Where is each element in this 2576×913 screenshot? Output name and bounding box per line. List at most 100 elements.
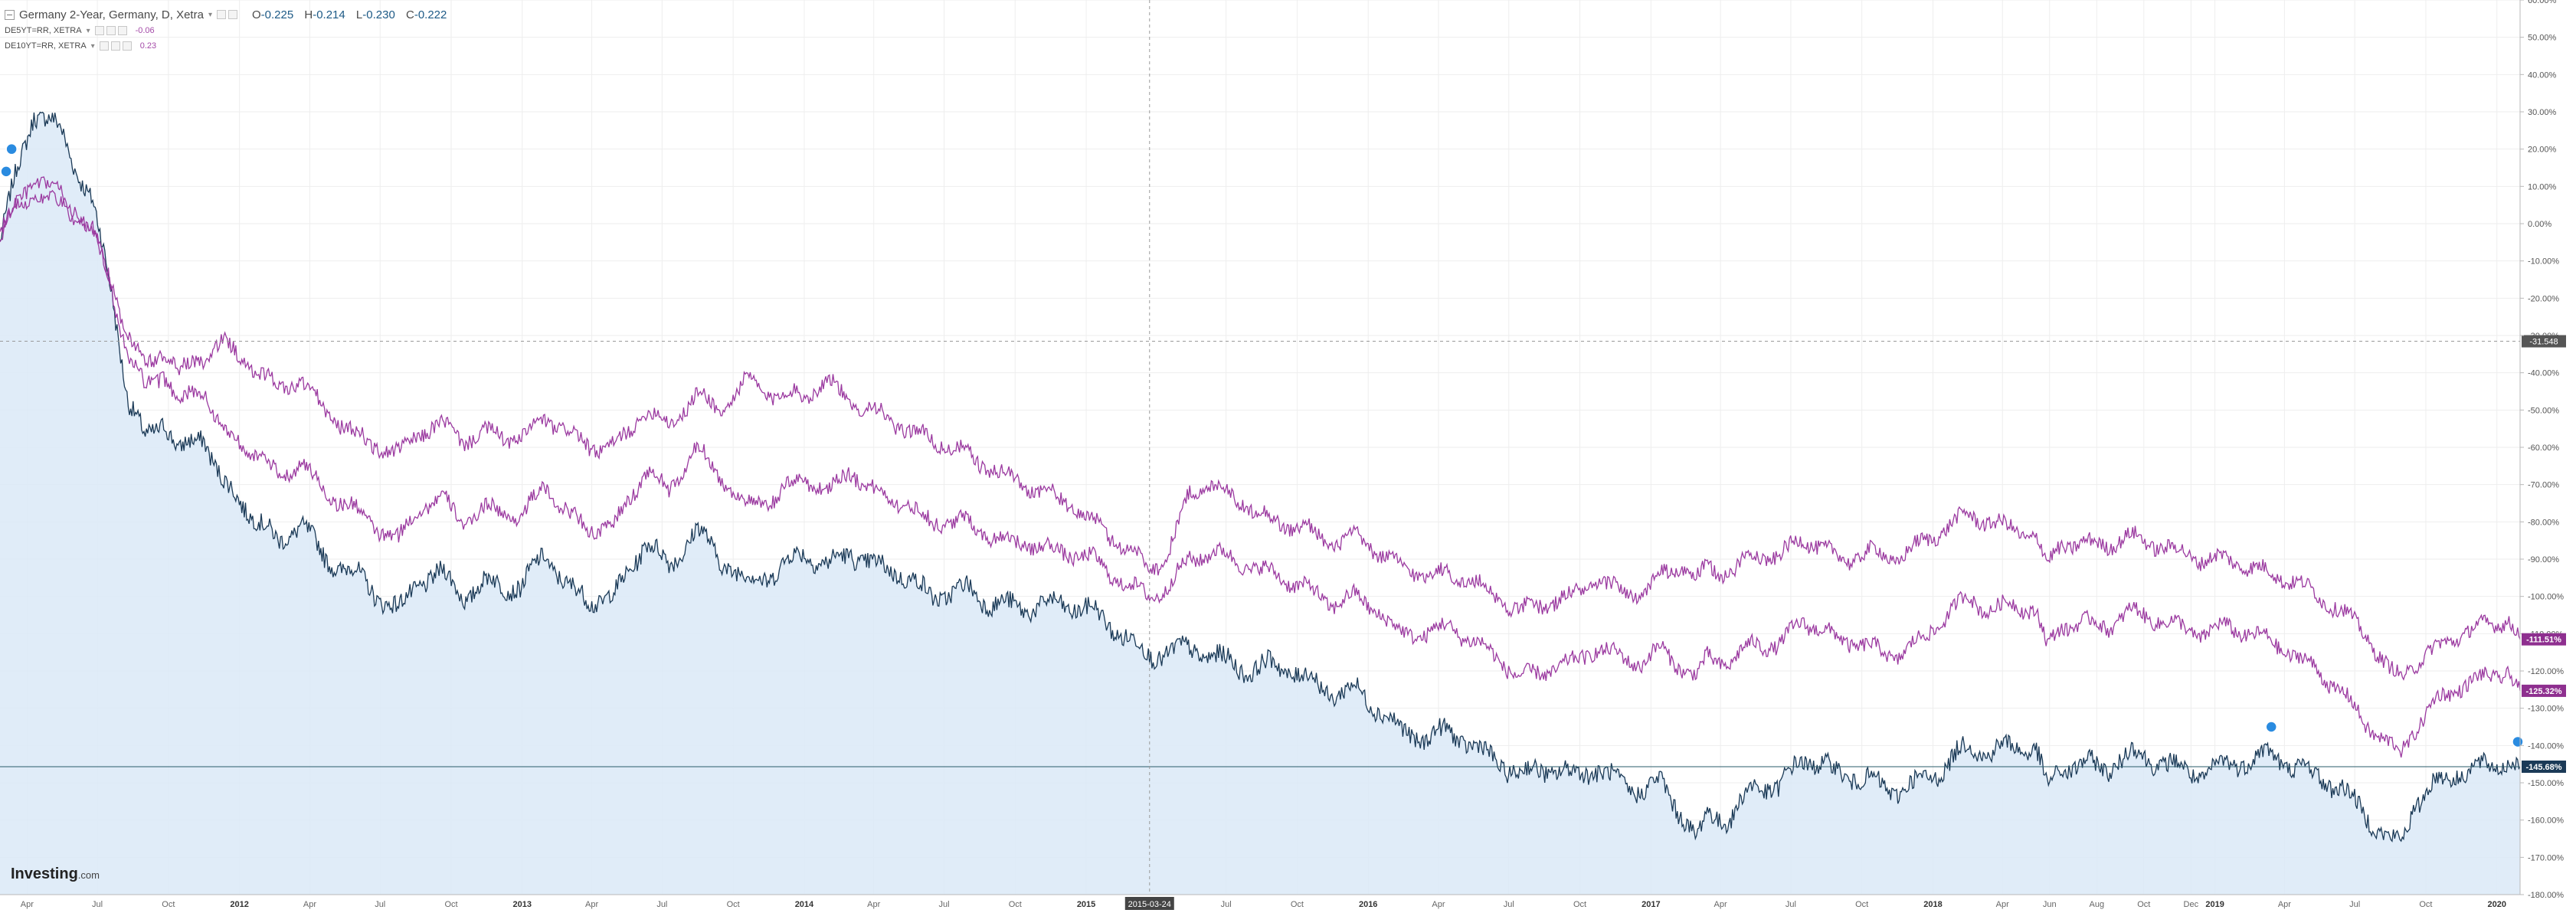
- crosshair-y-badge: [2522, 335, 2566, 348]
- legend-overlay-row[interactable]: DE10YT=RR, XETRA ▾ 0.23: [5, 38, 454, 54]
- settings-icon[interactable]: [227, 10, 237, 19]
- x-tick-label: 2018: [1923, 900, 1942, 909]
- y-tick-label: -40.00%: [2528, 369, 2559, 378]
- ohlc-values: O-0.225 H-0.214 L-0.230 C-0.222: [252, 8, 454, 21]
- series-line: [0, 189, 2521, 681]
- series-layer: [0, 111, 2521, 895]
- ohlc-high: -0.214: [313, 8, 345, 21]
- chevron-down-icon[interactable]: ▾: [90, 41, 95, 51]
- legend-overlay-row[interactable]: DE5YT=RR, XETRA ▾ -0.06: [5, 23, 454, 38]
- y-tick-label: -70.00%: [2528, 481, 2559, 490]
- x-tick-label: 2016: [1359, 900, 1377, 909]
- ohlc-high-label: H: [304, 8, 313, 21]
- last-value-label: -111.51%: [2526, 636, 2561, 645]
- settings-icon[interactable]: [110, 41, 120, 51]
- x-tick-label: Oct: [2137, 900, 2150, 909]
- y-tick-label: -140.00%: [2528, 741, 2564, 751]
- x-tick-label: 2012: [230, 900, 248, 909]
- x-tick-label: Jul: [1221, 900, 1232, 909]
- y-tick-label: -90.00%: [2528, 555, 2559, 564]
- y-tick-label: -170.00%: [2528, 853, 2564, 862]
- x-tick-label: Jul: [656, 900, 667, 909]
- x-tick-label: Jul: [375, 900, 385, 909]
- x-tick-label: Jul: [1786, 900, 1796, 909]
- close-icon[interactable]: [122, 41, 132, 51]
- y-tick-label: 10.00%: [2528, 182, 2557, 191]
- y-tick-label: -100.00%: [2528, 593, 2564, 602]
- ohlc-open: -0.225: [260, 8, 294, 21]
- x-tick-label: Oct: [1009, 900, 1022, 909]
- x-tick-label: 2020: [2488, 900, 2506, 909]
- x-tick-label: Oct: [727, 900, 740, 909]
- overlay-name: DE10YT=RR, XETRA: [5, 41, 87, 51]
- last-value-badge: [2522, 760, 2566, 773]
- chart-legend: Germany 2-Year, Germany, D, Xetra ▾ O-0.…: [5, 6, 454, 54]
- x-tick-label: Apr: [1714, 900, 1727, 909]
- x-tick-label: 2015: [1077, 900, 1095, 909]
- crosshair-y-label: -31.548: [2529, 338, 2558, 347]
- x-tick-label: Apr: [21, 900, 34, 909]
- y-tick-label: -20.00%: [2528, 294, 2559, 303]
- y-tick-label: 30.00%: [2528, 108, 2557, 117]
- chevron-down-icon[interactable]: ▾: [208, 10, 212, 19]
- last-value-label: -145.68%: [2525, 763, 2561, 772]
- last-value-badge: [2522, 633, 2566, 646]
- x-axis[interactable]: Apr Jul Oct 2012 Apr Jul Oct 2013 Apr Jul Oct 2014 A…: [0, 894, 2520, 909]
- ohlc-low-label: L: [355, 8, 363, 21]
- x-tick-label: Aug: [2090, 900, 2105, 909]
- y-tick-label: 60.00%: [2528, 0, 2557, 5]
- event-marker-icon: [2265, 721, 2277, 733]
- last-value-badge: [2522, 684, 2566, 697]
- y-axis[interactable]: 60.00% 50.00% 40.00% 30.00% 20.00% 10.00% 0.00…: [2519, 0, 2564, 900]
- y-tick-label: -50.00%: [2528, 406, 2559, 415]
- visibility-toggle-icon[interactable]: [99, 41, 109, 51]
- ohlc-low: -0.230: [362, 8, 395, 21]
- x-tick-label: Apr: [585, 900, 598, 909]
- x-tick-label: Jul: [2349, 900, 2360, 909]
- y-tick-label: -180.00%: [2528, 891, 2564, 900]
- x-tick-label: Apr: [1432, 900, 1445, 909]
- crosshair-x-label: 2015-03-24: [1128, 900, 1171, 909]
- x-tick-label: Oct: [162, 900, 175, 909]
- logo-brand: Investing: [11, 866, 78, 882]
- collapse-legend-icon[interactable]: [5, 9, 15, 20]
- x-tick-label: Oct: [1291, 900, 1304, 909]
- ohlc-close-label: C: [405, 8, 414, 21]
- x-tick-label: 2013: [513, 900, 532, 909]
- visibility-toggle-icon[interactable]: [94, 26, 104, 35]
- x-tick-label: Jul: [92, 900, 103, 909]
- y-tick-label: -60.00%: [2528, 443, 2559, 453]
- x-tick-label: Oct: [444, 900, 457, 909]
- y-tick-label: -160.00%: [2528, 816, 2564, 826]
- x-tick-label: Jul: [938, 900, 949, 909]
- settings-icon[interactable]: [106, 26, 116, 35]
- overlay-value: -0.06: [135, 26, 155, 35]
- x-tick-label: 2014: [795, 900, 814, 909]
- close-icon[interactable]: [117, 26, 127, 35]
- event-marker-icon: [5, 142, 18, 155]
- last-value-label: -125.32%: [2525, 687, 2561, 696]
- x-tick-label: Oct: [2419, 900, 2432, 909]
- visibility-toggle-icon[interactable]: [216, 10, 226, 19]
- series-line: [0, 111, 2521, 843]
- overlay-name: DE5YT=RR, XETRA: [5, 26, 82, 35]
- last-value-labels: -145.68% -125.32% -111.51%: [2522, 633, 2566, 773]
- legend-main-row[interactable]: Germany 2-Year, Germany, D, Xetra ▾ O-0.…: [5, 6, 454, 23]
- overlay-value: 0.23: [139, 41, 157, 51]
- chevron-down-icon[interactable]: ▾: [86, 26, 90, 35]
- y-tick-label: 40.00%: [2528, 70, 2557, 80]
- x-tick-label: Apr: [1996, 900, 2009, 909]
- y-tick-label: -130.00%: [2528, 705, 2564, 714]
- y-tick-label: -120.00%: [2528, 667, 2564, 676]
- x-tick-label: 2019: [2205, 900, 2224, 909]
- ohlc-open-label: O: [251, 8, 261, 21]
- logo-suffix: .com: [77, 869, 100, 881]
- x-tick-label: Apr: [2278, 900, 2291, 909]
- x-tick-label: Apr: [867, 900, 880, 909]
- y-tick-label: -80.00%: [2528, 518, 2559, 527]
- investing-logo[interactable]: Investing.com: [11, 866, 100, 883]
- x-tick-label: Oct: [1855, 900, 1868, 909]
- y-tick-label: -150.00%: [2528, 779, 2564, 788]
